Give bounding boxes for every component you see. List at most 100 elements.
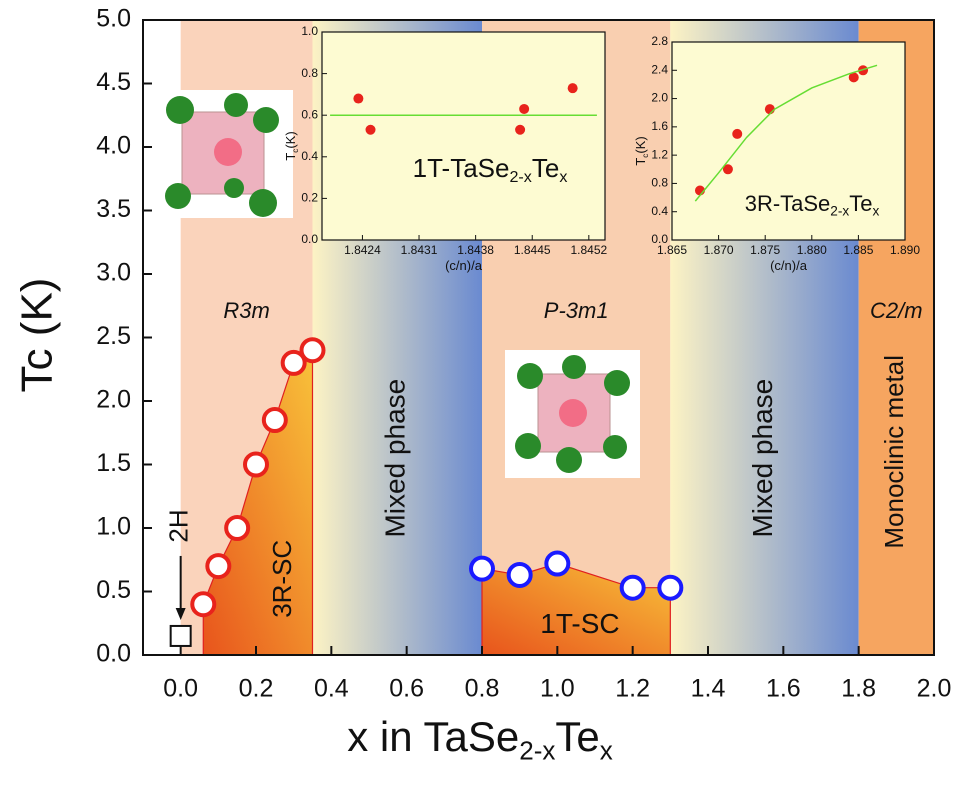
y-axis-label: Tc(K) — [283, 131, 300, 160]
y-tick-label: 1.2 — [651, 147, 668, 161]
data-point — [546, 553, 568, 575]
data-point — [515, 125, 525, 135]
y-tick-label: 0.4 — [301, 149, 318, 163]
inset-label: 1T-TaSe2-xTex — [413, 153, 568, 186]
text-part: 1T-TaSe — [413, 153, 510, 183]
annotation: Monoclinic metal — [879, 355, 909, 549]
y-axis-label: Tc(K) — [633, 136, 650, 165]
y-tick-label: 0.8 — [301, 66, 318, 80]
text-part: Te — [532, 153, 559, 183]
y-axis-label: Tc (K) — [13, 278, 62, 393]
y-tick-label: 2.0 — [96, 386, 131, 414]
data-point — [226, 517, 248, 539]
subscript: 2-x — [519, 735, 555, 765]
data-point — [765, 104, 775, 114]
data-point — [622, 577, 644, 599]
text-part: Te — [849, 191, 872, 216]
y-tick-label: 2.0 — [651, 91, 668, 105]
x-tick-label: 1.890 — [890, 243, 920, 257]
text-part: (K) — [283, 131, 298, 148]
subscript: x — [559, 168, 567, 186]
data-point — [471, 558, 493, 580]
data-point — [509, 564, 531, 586]
y-tick-label: 5.0 — [96, 5, 131, 33]
text-part: Te — [555, 713, 599, 760]
y-tick-label: 2.8 — [651, 34, 668, 48]
data-point — [519, 104, 529, 114]
series-label: 2H — [164, 509, 194, 542]
y-tick-label: 0.4 — [651, 204, 668, 218]
crystal-structure-3r — [140, 90, 293, 218]
x-tick-label: 2.0 — [917, 675, 952, 703]
data-point — [192, 593, 214, 615]
inset-background — [322, 32, 605, 240]
data-point — [264, 409, 286, 431]
y-tick-label: 0.2 — [301, 191, 318, 205]
y-tick-label: 0.8 — [651, 176, 668, 190]
figure: R3m Mixed phase P-3m1 Mixed phase C2/m Monocl… — [0, 0, 961, 791]
region-label: C2/m — [870, 298, 923, 323]
region-label: Mixed phase — [380, 379, 411, 538]
y-tick-label: 1.0 — [301, 24, 318, 38]
subscript: x — [872, 203, 879, 218]
data-point — [732, 129, 742, 139]
text-part: (c/n)/a — [770, 258, 808, 273]
x-tick-label: 1.870 — [704, 243, 734, 257]
x-tick-label: 1.8431 — [401, 243, 438, 257]
x-tick-label: 1.8424 — [344, 243, 381, 257]
data-point — [659, 577, 681, 599]
x-axis-label: (c/n)/a — [445, 258, 483, 273]
inset-label: 3R-TaSe2-xTex — [745, 191, 880, 218]
x-tick-label: 1.6 — [766, 675, 801, 703]
data-point — [366, 125, 376, 135]
y-tick-label: 1.6 — [651, 119, 668, 133]
x-tick-label: 1.8 — [841, 675, 876, 703]
annotation: 3R-SC — [267, 540, 297, 618]
annotation: 1T-SC — [540, 608, 619, 639]
y-tick-label: 4.5 — [96, 68, 131, 96]
text-part: x in TaSe — [347, 713, 519, 760]
region-label: Mixed phase — [747, 379, 778, 538]
data-point — [568, 83, 578, 93]
x-tick-label: 0.6 — [389, 675, 424, 703]
text-part: (c/n)/a — [445, 258, 483, 273]
region-label: P-3m1 — [544, 298, 609, 323]
y-tick-label: 2.4 — [651, 62, 668, 76]
x-tick-label: 1.875 — [750, 243, 780, 257]
x-axis-label: x in TaSe2-xTex — [347, 713, 613, 765]
data-point — [171, 626, 191, 646]
x-tick-label: 1.8452 — [570, 243, 607, 257]
text-part: (K) — [633, 136, 648, 153]
x-tick-label: 0.2 — [239, 675, 274, 703]
text-part: T — [283, 153, 298, 161]
data-point — [207, 555, 229, 577]
data-point — [245, 454, 267, 476]
crystal-structure-1t — [505, 350, 640, 478]
y-tick-label: 0.5 — [96, 576, 131, 604]
subscript: x — [600, 735, 613, 765]
data-point — [302, 339, 324, 361]
subscript: 2-x — [509, 168, 531, 186]
y-tick-label: 0.0 — [301, 232, 318, 246]
x-tick-label: 1.8438 — [457, 243, 494, 257]
y-tick-label: 0.6 — [301, 107, 318, 121]
x-tick-label: 1.885 — [843, 243, 873, 257]
x-tick-label: 0.8 — [465, 675, 500, 703]
x-tick-label: 1.4 — [691, 675, 726, 703]
y-tick-label: 2.5 — [96, 322, 131, 350]
data-point — [353, 94, 363, 104]
y-tick-label: 3.5 — [96, 195, 131, 223]
x-tick-label: 0.4 — [314, 675, 349, 703]
region-label: R3m — [223, 298, 269, 323]
y-tick-label: 1.0 — [96, 513, 131, 541]
x-axis-label: (c/n)/a — [770, 258, 808, 273]
y-tick-label: 3.0 — [96, 259, 131, 287]
x-tick-label: 1.2 — [615, 675, 650, 703]
y-tick-label: 0.0 — [96, 640, 131, 668]
subscript: 2-x — [830, 203, 849, 218]
x-tick-label: 0.0 — [163, 675, 198, 703]
x-tick-label: 1.8445 — [514, 243, 551, 257]
y-tick-label: 1.5 — [96, 449, 131, 477]
text-part: 3R-TaSe — [745, 191, 831, 216]
y-tick-label: 0.0 — [651, 232, 668, 246]
